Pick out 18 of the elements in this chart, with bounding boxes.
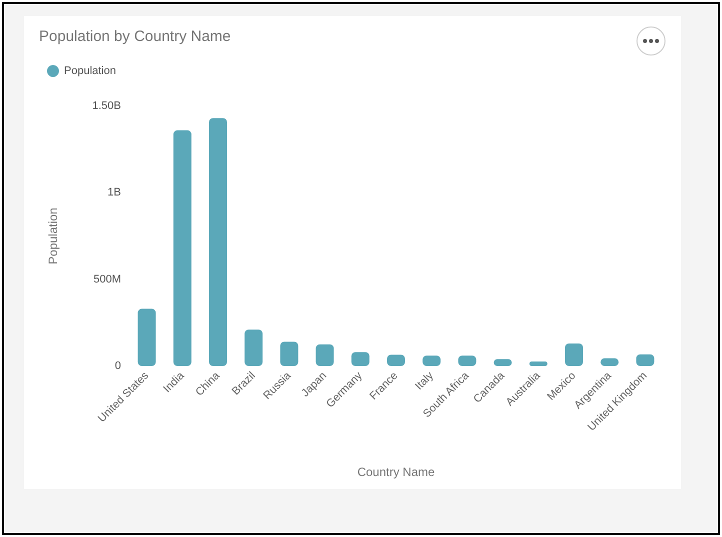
chart-title: Population by Country Name bbox=[39, 28, 231, 45]
bar bbox=[351, 352, 370, 366]
y-tick-label: 1B bbox=[108, 186, 121, 199]
bar bbox=[173, 130, 192, 366]
bar bbox=[280, 342, 298, 366]
y-tick-label: 500M bbox=[93, 273, 121, 286]
legend-label: Population bbox=[64, 65, 116, 77]
bar bbox=[565, 343, 583, 366]
y-tick-label: 1.50B bbox=[92, 100, 121, 112]
y-tick-label: 0 bbox=[114, 360, 121, 372]
x-tick-label: Italy bbox=[413, 369, 436, 392]
bar bbox=[316, 344, 334, 366]
bar bbox=[209, 118, 227, 366]
x-axis-title: Country Name bbox=[357, 465, 435, 479]
bar bbox=[529, 361, 548, 366]
bar bbox=[138, 308, 156, 366]
bar bbox=[244, 330, 263, 366]
y-axis-title: Population bbox=[46, 208, 60, 264]
